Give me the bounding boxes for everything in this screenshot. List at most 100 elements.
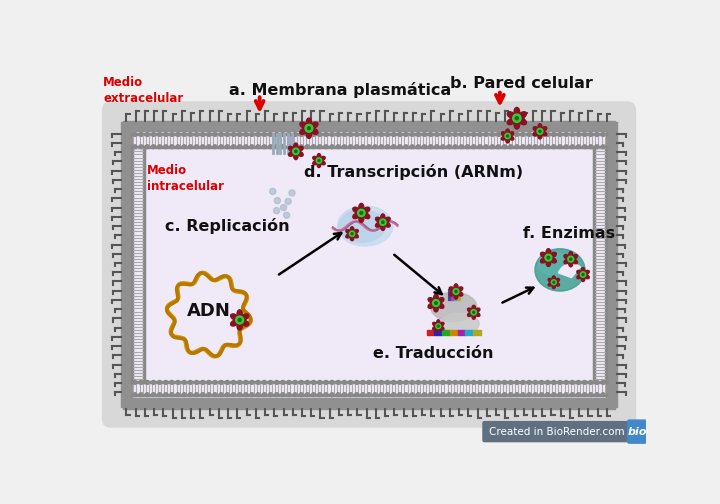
Circle shape bbox=[478, 133, 482, 136]
Circle shape bbox=[318, 145, 322, 149]
Ellipse shape bbox=[428, 303, 435, 308]
Circle shape bbox=[478, 145, 482, 149]
Circle shape bbox=[170, 393, 174, 397]
Circle shape bbox=[601, 133, 605, 136]
Circle shape bbox=[293, 145, 297, 149]
Circle shape bbox=[316, 158, 322, 163]
Ellipse shape bbox=[433, 305, 438, 312]
Ellipse shape bbox=[457, 287, 463, 291]
Circle shape bbox=[330, 381, 334, 384]
Text: e. Traducción: e. Traducción bbox=[373, 346, 493, 360]
Circle shape bbox=[292, 148, 299, 155]
Ellipse shape bbox=[475, 312, 480, 317]
Circle shape bbox=[219, 393, 223, 397]
Circle shape bbox=[454, 393, 457, 397]
Circle shape bbox=[466, 133, 469, 136]
Circle shape bbox=[392, 381, 395, 384]
Circle shape bbox=[392, 393, 395, 397]
Circle shape bbox=[577, 393, 580, 397]
Circle shape bbox=[423, 145, 426, 149]
Circle shape bbox=[513, 114, 521, 122]
Circle shape bbox=[163, 393, 168, 397]
Ellipse shape bbox=[507, 112, 515, 118]
Circle shape bbox=[163, 133, 168, 136]
Circle shape bbox=[416, 145, 420, 149]
Circle shape bbox=[151, 381, 156, 384]
Circle shape bbox=[133, 381, 137, 384]
Circle shape bbox=[207, 393, 211, 397]
Circle shape bbox=[194, 381, 199, 384]
Circle shape bbox=[582, 145, 587, 149]
Circle shape bbox=[385, 145, 390, 149]
Ellipse shape bbox=[546, 248, 551, 256]
Ellipse shape bbox=[577, 275, 582, 279]
Circle shape bbox=[527, 133, 531, 136]
Ellipse shape bbox=[514, 107, 520, 116]
Circle shape bbox=[182, 393, 186, 397]
Circle shape bbox=[285, 198, 291, 205]
Circle shape bbox=[207, 145, 211, 149]
Circle shape bbox=[274, 393, 279, 397]
Circle shape bbox=[558, 133, 562, 136]
Circle shape bbox=[343, 381, 346, 384]
Circle shape bbox=[503, 393, 506, 397]
Circle shape bbox=[219, 381, 223, 384]
Circle shape bbox=[392, 133, 395, 136]
Circle shape bbox=[552, 381, 556, 384]
Circle shape bbox=[170, 145, 174, 149]
Circle shape bbox=[428, 393, 433, 397]
Circle shape bbox=[373, 393, 377, 397]
Ellipse shape bbox=[289, 151, 294, 156]
Circle shape bbox=[336, 393, 340, 397]
Circle shape bbox=[466, 393, 469, 397]
Ellipse shape bbox=[346, 229, 351, 234]
Text: bio: bio bbox=[627, 426, 647, 436]
Circle shape bbox=[293, 133, 297, 136]
FancyBboxPatch shape bbox=[483, 422, 634, 442]
Ellipse shape bbox=[467, 312, 472, 317]
Circle shape bbox=[219, 145, 223, 149]
Ellipse shape bbox=[449, 287, 455, 291]
Circle shape bbox=[527, 393, 531, 397]
Circle shape bbox=[269, 393, 272, 397]
Ellipse shape bbox=[376, 222, 382, 227]
Circle shape bbox=[577, 145, 580, 149]
Text: a. Membrana plasmática: a. Membrana plasmática bbox=[229, 82, 451, 98]
Circle shape bbox=[447, 145, 451, 149]
Ellipse shape bbox=[300, 129, 307, 135]
Circle shape bbox=[219, 133, 223, 136]
Ellipse shape bbox=[354, 229, 359, 234]
Circle shape bbox=[294, 150, 297, 153]
Ellipse shape bbox=[546, 260, 551, 267]
Ellipse shape bbox=[381, 214, 385, 220]
Ellipse shape bbox=[564, 255, 570, 259]
Circle shape bbox=[170, 133, 174, 136]
Circle shape bbox=[410, 393, 414, 397]
Circle shape bbox=[478, 393, 482, 397]
Ellipse shape bbox=[534, 132, 539, 136]
Circle shape bbox=[471, 309, 477, 315]
Circle shape bbox=[516, 116, 518, 120]
Circle shape bbox=[515, 381, 519, 384]
Circle shape bbox=[509, 393, 513, 397]
Circle shape bbox=[496, 393, 500, 397]
Ellipse shape bbox=[535, 249, 585, 291]
Circle shape bbox=[505, 133, 510, 139]
Circle shape bbox=[428, 145, 433, 149]
Circle shape bbox=[343, 145, 346, 149]
Bar bbox=[465, 330, 473, 335]
Circle shape bbox=[515, 145, 519, 149]
Circle shape bbox=[589, 145, 593, 149]
Ellipse shape bbox=[338, 206, 393, 246]
Circle shape bbox=[312, 133, 315, 136]
Circle shape bbox=[539, 393, 544, 397]
Circle shape bbox=[484, 381, 488, 384]
Circle shape bbox=[225, 145, 229, 149]
Ellipse shape bbox=[289, 146, 294, 151]
Circle shape bbox=[274, 381, 279, 384]
Ellipse shape bbox=[518, 118, 526, 124]
Ellipse shape bbox=[548, 278, 553, 282]
Circle shape bbox=[289, 190, 295, 196]
Circle shape bbox=[433, 299, 439, 306]
Circle shape bbox=[213, 381, 217, 384]
